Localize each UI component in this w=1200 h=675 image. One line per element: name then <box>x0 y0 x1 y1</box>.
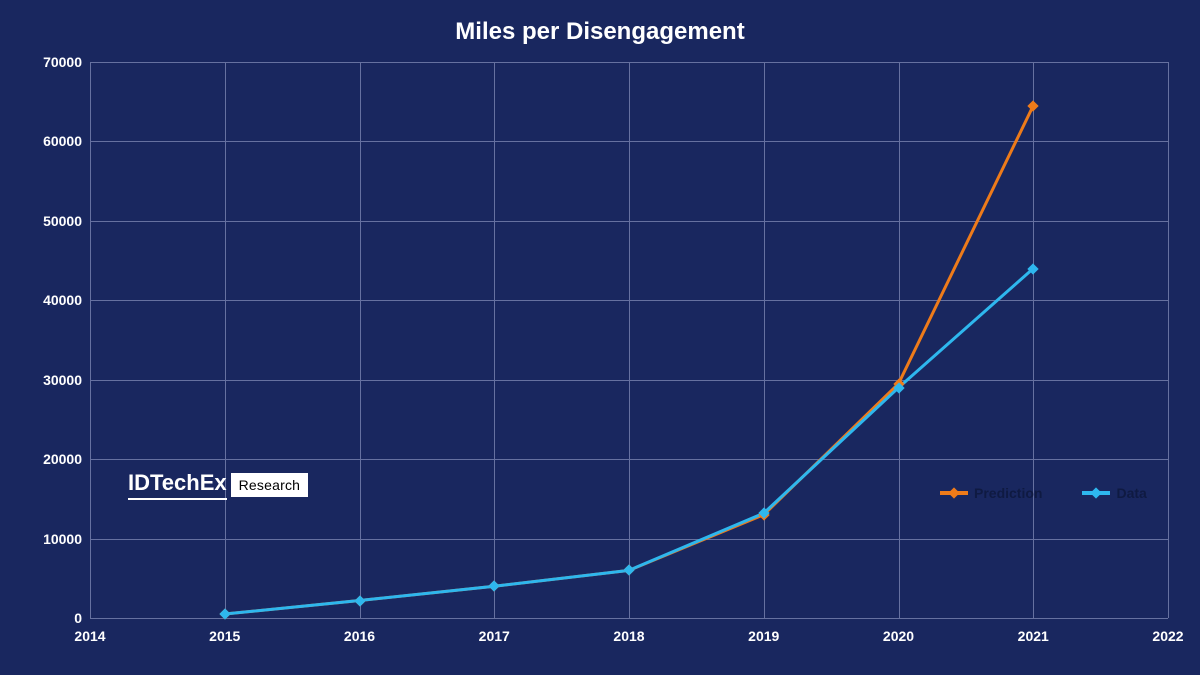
legend-item: Data <box>1082 485 1146 501</box>
x-axis-tick-label: 2019 <box>748 628 779 644</box>
gridline-v <box>1168 62 1169 618</box>
x-axis-tick-label: 2018 <box>613 628 644 644</box>
y-axis-tick-label: 70000 <box>43 54 82 70</box>
y-axis-tick-label: 40000 <box>43 292 82 308</box>
y-axis-tick-label: 0 <box>74 610 82 626</box>
y-axis-tick-label: 60000 <box>43 133 82 149</box>
legend-label: Data <box>1116 485 1146 501</box>
x-axis-tick-label: 2020 <box>883 628 914 644</box>
gridline-h <box>90 618 1168 619</box>
legend-item: Prediction <box>940 485 1042 501</box>
plot-area <box>90 62 1168 618</box>
y-axis-tick-label: 30000 <box>43 372 82 388</box>
series-line <box>225 269 1034 615</box>
chart-lines-svg <box>90 62 1168 618</box>
brand-name: IDTechEx <box>128 470 227 500</box>
y-axis-tick-label: 50000 <box>43 213 82 229</box>
x-axis-tick-label: 2017 <box>479 628 510 644</box>
legend-label: Prediction <box>974 485 1042 501</box>
branding: IDTechExResearch <box>128 470 308 500</box>
chart-legend: Prediction Data <box>940 485 1147 501</box>
x-axis-tick-label: 2016 <box>344 628 375 644</box>
y-axis-tick-label: 10000 <box>43 531 82 547</box>
legend-swatch <box>1082 491 1110 495</box>
legend-swatch <box>940 491 968 495</box>
x-axis-tick-label: 2015 <box>209 628 240 644</box>
chart-root: Miles per Disengagement 0 10000 20000 30000 4… <box>0 0 1200 675</box>
x-axis-tick-label: 2022 <box>1152 628 1183 644</box>
series-line <box>225 106 1034 614</box>
x-axis-tick-label: 2014 <box>74 628 105 644</box>
x-axis-tick-label: 2021 <box>1018 628 1049 644</box>
chart-title: Miles per Disengagement <box>0 18 1200 46</box>
brand-badge: Research <box>231 473 309 497</box>
y-axis-tick-label: 20000 <box>43 451 82 467</box>
